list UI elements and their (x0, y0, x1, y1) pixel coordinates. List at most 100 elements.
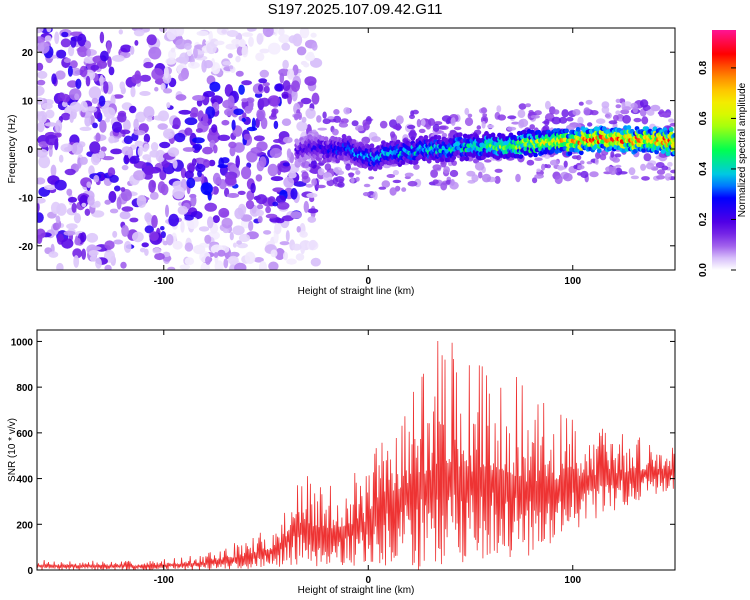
heatmap-cell (133, 29, 145, 37)
heatmap-cell (440, 182, 448, 191)
heatmap-cell (227, 255, 239, 265)
heatmap-cell (91, 97, 99, 104)
heatmap-cell (120, 129, 131, 135)
heatmap-cell (392, 124, 402, 130)
heatmap-cell (278, 34, 291, 44)
heatmap-cell (129, 217, 139, 223)
heatmap-cell (200, 182, 213, 196)
heatmap-cell (613, 114, 619, 122)
heatmap-cell (672, 137, 675, 143)
x-tick-label: 100 (564, 276, 581, 287)
heatmap-cell (166, 28, 177, 41)
heatmap-cell (123, 119, 131, 131)
heatmap-cell (184, 214, 194, 221)
heatmap-cell (37, 36, 46, 44)
heatmap-cell (44, 184, 57, 191)
heatmap-cell (108, 135, 115, 144)
heatmap-cell (484, 131, 489, 136)
heatmap-cell (263, 85, 270, 94)
y-tick-label: 20 (22, 48, 34, 59)
heatmap-cell (255, 174, 263, 182)
heatmap-cell (305, 107, 316, 119)
heatmap-cell (208, 159, 216, 167)
heatmap-cell (274, 222, 282, 235)
heatmap-cell (545, 100, 551, 110)
heatmap-cell (656, 169, 666, 175)
heatmap-cell (86, 48, 92, 57)
heatmap-cell (100, 146, 107, 152)
heatmap-cell (363, 122, 370, 131)
heatmap-cell (37, 228, 46, 239)
heatmap-cell (355, 170, 361, 175)
heatmap-cell (307, 208, 319, 214)
heatmap-cell (41, 102, 53, 110)
heatmap-cell (69, 101, 82, 113)
heatmap-cell (154, 86, 159, 92)
heatmap-cell (197, 170, 202, 178)
heatmap-cell (111, 121, 123, 133)
heatmap-cell (114, 185, 121, 192)
heatmap-cell (165, 58, 177, 65)
heatmap-cell (518, 103, 527, 110)
heatmap-cell (172, 159, 178, 169)
heatmap-cell (258, 78, 268, 84)
heatmap-cell (67, 80, 79, 88)
heatmap-cell (195, 128, 203, 133)
heatmap-cell (303, 200, 309, 213)
heatmap-cell (416, 118, 422, 128)
heatmap-cell (612, 157, 620, 163)
heatmap-cell (189, 112, 198, 118)
heatmap-cell (595, 118, 606, 124)
heatmap-cell (153, 115, 165, 121)
heatmap-cell (155, 149, 166, 163)
heatmap-cell (98, 95, 106, 107)
heatmap-cell (572, 123, 582, 128)
heatmap-cell (68, 45, 75, 57)
heatmap-cell (143, 106, 155, 119)
x-tick-label: -100 (154, 575, 174, 586)
heatmap-cell (58, 154, 64, 163)
heatmap-cell (159, 141, 171, 149)
heatmap-cell (639, 99, 649, 108)
heatmap-cell (241, 166, 252, 180)
heatmap-cell (151, 215, 158, 228)
heatmap-cell (120, 44, 132, 53)
heatmap-cell (74, 237, 81, 246)
y-tick-label: -20 (19, 242, 34, 253)
heatmap-cell (143, 133, 151, 143)
heatmap-cell (291, 80, 300, 92)
heatmap-cell (89, 141, 101, 154)
heatmap-cell (633, 117, 642, 123)
heatmap-cell (221, 217, 233, 229)
heatmap-cell (291, 89, 298, 102)
heatmap-cell (72, 248, 83, 259)
heatmap-cell (134, 70, 141, 81)
heatmap-cell (177, 205, 188, 215)
heatmap-cell (283, 251, 288, 261)
heatmap-cell (290, 211, 302, 219)
heatmap-cell (86, 232, 99, 243)
figure-title: S197.2025.107.09.42.G11 (268, 1, 443, 18)
heatmap-cell (222, 61, 232, 66)
heatmap-cell (213, 252, 219, 258)
y-tick-label: 200 (16, 520, 33, 531)
colorbar: 0.0 0.2 0.4 0.6 0.8 Normalized spectral ampli… (698, 30, 748, 277)
heatmap-cell (178, 109, 192, 115)
heatmap-cell (198, 226, 210, 232)
heatmap-cell (142, 154, 152, 161)
heatmap-cell (240, 38, 245, 48)
heatmap-cell (345, 163, 351, 171)
heatmap-cell (532, 177, 538, 184)
heatmap-cell (224, 108, 234, 117)
heatmap-cell (248, 220, 254, 232)
heatmap-cell (273, 139, 282, 143)
heatmap-cell (260, 117, 268, 130)
heatmap-cell (333, 109, 340, 115)
heatmap-cell (231, 38, 241, 45)
heatmap-cell (404, 172, 414, 177)
heatmap-cell (281, 42, 291, 51)
heatmap-cell (106, 41, 111, 54)
heatmap-cell (255, 194, 268, 205)
heatmap-cell (256, 108, 266, 121)
colorbar-gradient (712, 30, 736, 270)
